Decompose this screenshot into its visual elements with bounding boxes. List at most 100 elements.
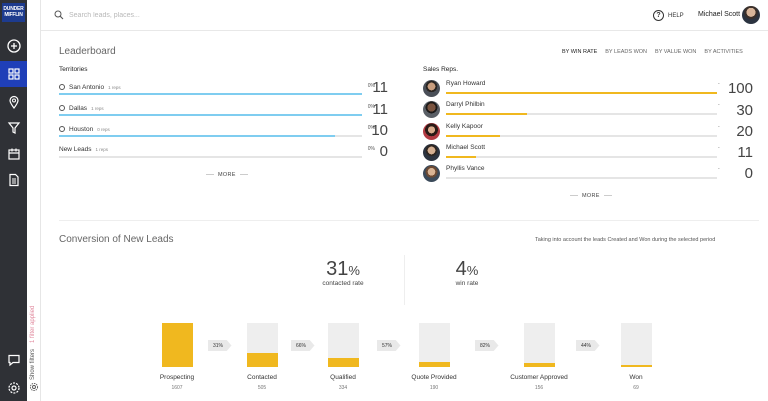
rep-name: Kelly Kapoor	[446, 123, 483, 130]
sort-tab-activities[interactable]: BY ACTIVITIES	[704, 49, 743, 55]
search-input[interactable]	[69, 7, 319, 23]
territories-heading: Territories	[59, 66, 88, 73]
sort-tab-win-rate[interactable]: BY WIN RATE	[562, 49, 598, 55]
user-name[interactable]: Michael Scott	[698, 11, 741, 18]
rep-name: Phyllis Vance	[446, 165, 485, 172]
location-icon	[59, 84, 65, 90]
section-divider	[59, 220, 759, 221]
funnel-bar[interactable]	[328, 323, 359, 367]
funnel-stage-count: 156	[534, 385, 544, 391]
funnel-bar-fill	[328, 357, 359, 367]
conversion-step-rate: 66%	[290, 340, 315, 351]
rep-avatar	[423, 165, 440, 182]
funnel-bar[interactable]	[524, 323, 555, 367]
rep-name: Michael Scott	[446, 144, 486, 151]
sort-tab-leads-won[interactable]: BY LEADS WON	[605, 49, 648, 55]
rep-row[interactable]: Darryl Philbin -	[423, 101, 753, 121]
territory-bar-fill	[59, 93, 362, 95]
filter-gear-icon[interactable]	[29, 382, 39, 392]
rep-bar-track	[446, 135, 717, 137]
rep-pct: -	[718, 166, 720, 172]
rep-bar-fill	[446, 156, 476, 158]
territory-count: 11	[372, 101, 388, 118]
conversion-title: Conversion of New Leads	[59, 234, 174, 245]
territory-count: 10	[371, 122, 388, 139]
contacted-rate-label: contacted rate	[322, 280, 364, 287]
territory-row[interactable]: Houston 0 reps 0%	[59, 125, 389, 145]
territory-bar-fill	[59, 114, 362, 116]
rep-bar-fill	[446, 113, 528, 115]
sort-tab-value-won[interactable]: BY VALUE WON	[655, 49, 697, 55]
rep-bar-fill	[446, 135, 501, 137]
rep-bar-track	[446, 113, 717, 115]
funnel-stage-count: 190	[429, 385, 439, 391]
funnel-stage-label: Contacted	[247, 374, 277, 381]
funnel-bar[interactable]	[162, 323, 193, 367]
rep-row[interactable]: Michael Scott -	[423, 144, 753, 164]
conversion-step-rate: 57%	[376, 340, 401, 351]
help-icon: ?	[653, 10, 664, 21]
conversion-note: Taking into account the leads Created an…	[535, 237, 716, 243]
document-icon[interactable]	[0, 167, 27, 193]
leaderboard-title: Leaderboard	[59, 46, 116, 57]
territory-bar-track	[59, 93, 362, 95]
territories-more-button[interactable]: MORE	[202, 172, 252, 178]
funnel-bar[interactable]	[419, 323, 450, 367]
help-button[interactable]: ? HELP	[653, 10, 684, 21]
reps-more-button[interactable]: MORE	[566, 193, 616, 199]
rep-pct: -	[718, 145, 720, 151]
territory-pct: 0%	[367, 146, 375, 152]
user-avatar[interactable]	[742, 6, 760, 24]
funnel-bar[interactable]	[247, 323, 278, 367]
conversion-step-rate: 82%	[474, 340, 499, 351]
funnel-bar[interactable]	[621, 323, 652, 367]
territory-row[interactable]: Dallas 1 reps 0%	[59, 104, 389, 124]
territory-name: Dallas	[69, 105, 88, 112]
rep-name: Ryan Howard	[446, 80, 486, 87]
chat-icon[interactable]	[0, 347, 27, 373]
location-icon	[59, 105, 65, 111]
rep-avatar	[423, 144, 440, 161]
sort-tabs: BY WIN RATE BY LEADS WON BY VALUE WON BY…	[562, 49, 743, 55]
settings-gear-icon[interactable]	[0, 375, 27, 401]
funnel-stage-count: 69	[633, 385, 639, 391]
territory-name: New Leads	[59, 146, 92, 153]
funnel-icon[interactable]	[0, 115, 27, 141]
win-rate-label: win rate	[455, 280, 479, 287]
conversion-step-rate: 31%	[207, 340, 232, 351]
territory-reps: 0 reps	[97, 127, 110, 132]
territory-pct: 0%	[367, 125, 375, 131]
rep-row[interactable]: Phyllis Vance -	[423, 165, 753, 185]
territory-bar-track	[59, 135, 362, 137]
rep-row[interactable]: Ryan Howard -	[423, 80, 753, 100]
territory-reps: 1 reps	[91, 106, 104, 111]
percent-sign: %	[466, 263, 479, 278]
map-pin-icon[interactable]	[0, 89, 27, 115]
rep-count: 0	[744, 165, 753, 182]
funnel-stage-count: 334	[338, 385, 348, 391]
funnel-stage-label: Won	[629, 374, 643, 381]
funnel-stage-count: 505	[257, 385, 267, 391]
filter-strip[interactable]: 1 filter applied Show filters	[27, 0, 41, 401]
help-label: HELP	[668, 12, 684, 19]
filter-applied-label[interactable]: 1 filter applied	[30, 305, 36, 343]
conversion-step-rate: 44%	[575, 340, 600, 351]
rep-count: 30	[736, 102, 753, 119]
win-rate-value: 4	[455, 258, 467, 280]
calendar-icon[interactable]	[0, 141, 27, 167]
funnel-stage-label: Prospecting	[159, 374, 195, 381]
show-filters-label[interactable]: Show filters	[30, 348, 36, 380]
territory-row[interactable]: San Antonio 1 reps 0%	[59, 83, 389, 103]
rep-row[interactable]: Kelly Kapoor -	[423, 123, 753, 143]
stat-divider	[404, 255, 405, 305]
rep-count: 20	[736, 123, 753, 140]
brand-logo[interactable]: DUNDER MIFFLIN	[2, 3, 25, 22]
dashboard-icon[interactable]	[0, 61, 27, 87]
territory-row[interactable]: New Leads 1 reps 0%	[59, 146, 389, 166]
rep-name: Darryl Philbin	[446, 101, 485, 108]
add-icon[interactable]	[0, 33, 27, 59]
left-nav: DUNDER MIFFLIN	[0, 0, 27, 401]
territory-pct: 0%	[367, 104, 375, 110]
territory-reps: 1 reps	[108, 85, 121, 90]
rep-bar-fill	[446, 92, 717, 94]
